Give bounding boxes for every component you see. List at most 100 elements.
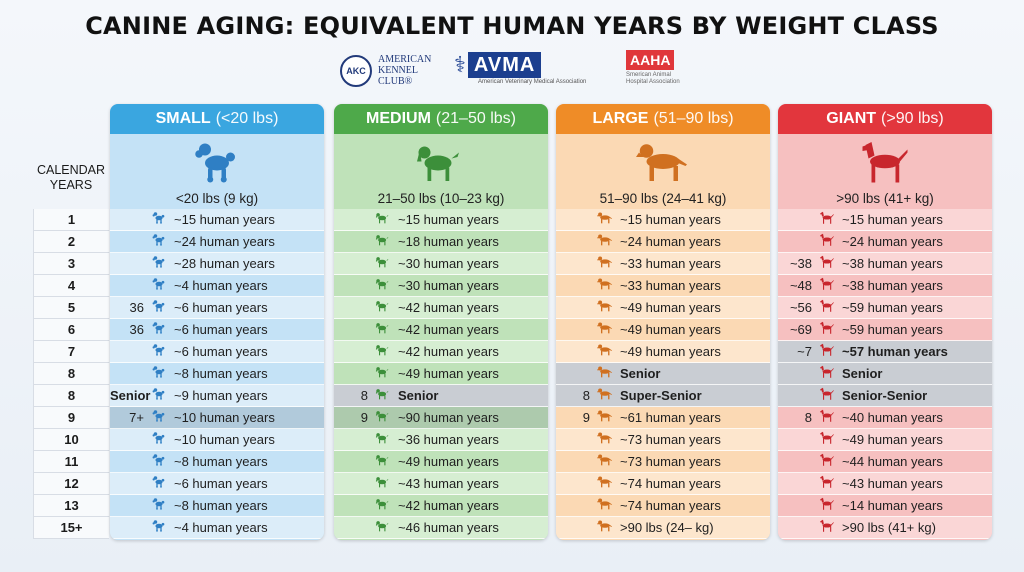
beagle-icon: [375, 213, 389, 224]
calendar-year-cell: 6: [33, 319, 109, 341]
age-row: ~33 human years: [556, 275, 770, 297]
breed-illustration: [556, 140, 770, 191]
human-years-value: ~42 human years: [398, 300, 499, 315]
human-years-value: Senior: [842, 366, 883, 381]
human-years-value: ~15 human years: [398, 212, 499, 227]
dog-icon: [818, 255, 836, 272]
age-row: ~42 human years: [334, 495, 548, 517]
human-years-value: ~42 human years: [398, 498, 499, 513]
human-years-value: ~43 human years: [398, 476, 499, 491]
avma-logo: ⚕ AVMA American Veterinary Medical Assoc…: [454, 52, 586, 85]
age-row: ~8 human years: [110, 451, 324, 473]
row-prefix: 8: [582, 388, 590, 403]
human-years-value: ~49 human years: [398, 454, 499, 469]
age-row: Senior-Senior: [778, 385, 992, 407]
dog-icon: [150, 343, 168, 360]
dog-icon: [150, 365, 168, 382]
human-years-value: ~38 human years: [842, 278, 943, 293]
weight-class-range: (21–50 lbs): [435, 110, 516, 127]
beagle-icon: [375, 257, 389, 268]
age-row: Senior: [778, 363, 992, 385]
labrador-icon: [597, 520, 613, 532]
human-years-value: ~38 human years: [842, 256, 943, 271]
great-dane-icon: [820, 255, 834, 268]
row-prefix: ~69: [789, 322, 812, 337]
age-row: ~38 ~38 human years: [778, 253, 992, 275]
human-years-value: >90 lbs (24– kg): [620, 520, 714, 535]
dog-icon: [818, 431, 836, 448]
great-dane-icon: [820, 211, 834, 224]
dog-icon: [818, 365, 836, 382]
column-header: SMALL (<20 lbs): [110, 104, 324, 134]
human-years-value: ~61 human years: [620, 410, 721, 425]
age-row: ~15 human years: [556, 209, 770, 231]
great-dane-icon: [820, 387, 834, 400]
dog-icon: [150, 299, 168, 316]
avma-subtitle: American Veterinary Medical Association: [478, 79, 587, 85]
column-large: LARGE (51–90 lbs) 51–90 lbs (24–41 kg) ~15 …: [556, 104, 770, 540]
row-prefix: 9: [582, 410, 590, 425]
human-years-value: ~8 human years: [174, 454, 268, 469]
aaha-logo: AAHA Smerican Animal Hospital Associatio…: [626, 50, 686, 86]
great-dane-icon: [820, 409, 834, 422]
aaha-wordmark: AAHA: [626, 50, 675, 70]
poodle-icon: [152, 256, 165, 268]
human-years-value: ~74 human years: [620, 498, 721, 513]
row-prefix: 36: [129, 300, 144, 315]
human-years-value: ~49 human years: [620, 344, 721, 359]
dog-icon: [596, 299, 614, 316]
weight-class-name: GIANT: [826, 110, 877, 127]
dog-icon: [150, 409, 168, 426]
dog-icon: [150, 321, 168, 338]
human-years-value: ~15 human years: [174, 212, 275, 227]
age-row: ~43 human years: [778, 473, 992, 495]
poodle-icon: [152, 234, 165, 246]
dog-icon: [818, 409, 836, 426]
labrador-icon: [597, 344, 613, 356]
great-dane-icon: [820, 475, 834, 488]
poodle-icon: [152, 454, 165, 466]
age-row: ~30 human years: [334, 275, 548, 297]
weight-class-range: (>90 lbs): [881, 110, 944, 127]
row-prefix: ~56: [789, 300, 812, 315]
age-row: ~42 human years: [334, 297, 548, 319]
age-row: ~74 human years: [556, 495, 770, 517]
dog-icon: [374, 519, 392, 536]
age-row: 8 Super-Senior: [556, 385, 770, 407]
row-prefix: 8: [360, 388, 368, 403]
great-dane-icon: [820, 299, 834, 312]
human-years-value: ~43 human years: [842, 476, 943, 491]
age-row: ~42 human years: [334, 341, 548, 363]
human-years-value: ~42 human years: [398, 344, 499, 359]
great-dane-icon: [820, 321, 834, 334]
poodle-icon: [152, 300, 165, 312]
dog-icon: [596, 365, 614, 382]
age-row: ~24 human years: [556, 231, 770, 253]
dog-icon: [818, 277, 836, 294]
breed-illustration: [334, 140, 548, 191]
akc-seal: AKC: [340, 54, 372, 87]
human-years-value: ~57 human years: [842, 344, 948, 359]
row-prefix: 36: [129, 322, 144, 337]
age-row: ~24 human years: [778, 231, 992, 253]
dog-icon: [150, 233, 168, 250]
human-years-value: ~24 human years: [620, 234, 721, 249]
dog-icon: [374, 343, 392, 360]
dog-icon: [818, 299, 836, 316]
dog-icon: [150, 453, 168, 470]
age-row: 9 ~61 human years: [556, 407, 770, 429]
column-header: MEDIUM (21–50 lbs): [334, 104, 548, 134]
dog-icon: [596, 343, 614, 360]
human-years-value: ~24 human years: [174, 234, 275, 249]
age-row: ~49 human years: [556, 319, 770, 341]
human-years-value: ~90 human years: [398, 410, 499, 425]
calendar-year-cell: 13: [33, 495, 109, 517]
age-row: ~15 human years: [334, 209, 548, 231]
great-dane-icon: [820, 453, 834, 466]
human-years-value: ~46 human years: [398, 520, 499, 535]
labrador-icon: [597, 300, 613, 312]
labrador-icon: [597, 432, 613, 444]
calendar-year-cell: 2: [33, 231, 109, 253]
human-years-value: Super-Senior: [620, 388, 702, 403]
human-years-value: Senior-Senior: [842, 388, 928, 403]
